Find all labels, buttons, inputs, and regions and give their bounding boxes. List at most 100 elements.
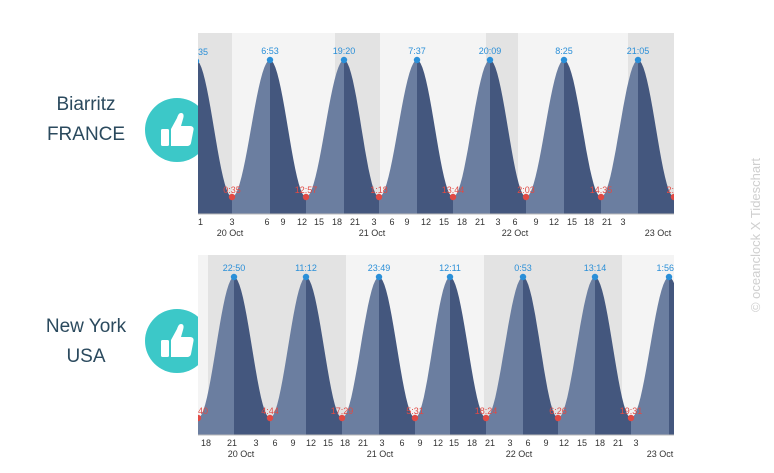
high-tide-time-label: 1:56 [656,263,674,273]
high-tide-time-label: 21:05 [627,46,650,56]
high-tide-point[interactable]: 0:53 [514,263,532,281]
low-tide-point[interactable]: 5:31 [406,406,424,422]
x-date-label: 22 Oct [506,449,533,459]
x-tick-label: 18 [457,217,467,227]
credit-text-label: © oceanclock X Tideschart [748,158,763,312]
tide-chart-svg: 40 22:50 4:44 11:12 17:29 23:49 5:31 12:11 18:24… [198,255,674,459]
x-tick-label: 21 [602,217,612,227]
high-tide-marker [486,56,494,64]
high-tide-time-label: 7:37 [408,46,426,56]
low-tide-marker [266,414,274,422]
high-tide-time-label: 6:53 [261,46,279,56]
high-tide-time-label: 19:20 [333,46,356,56]
x-tick-label: 21 [227,438,237,448]
high-tide-marker [446,273,454,281]
low-tide-point[interactable]: 13:44 [442,185,465,201]
x-date-label: 23 Oct [645,228,672,238]
low-tide-point[interactable]: 4:44 [261,406,279,422]
low-tide-point[interactable]: 1:18 [370,185,388,201]
high-tide-point[interactable]: 7:37 [408,46,426,64]
x-tick-label: 9 [290,438,295,448]
high-tide-marker [519,273,527,281]
low-tide-point[interactable]: 0:35 [223,185,241,201]
low-tide-time-label: 6:26 [549,406,567,416]
low-tide-marker [554,414,562,422]
x-date-label: 20 Oct [217,228,244,238]
x-tick-label: 3 [253,438,258,448]
low-tide-point[interactable]: 17:29 [331,406,354,422]
x-date-label: 21 Oct [367,449,394,459]
high-tide-time-label: 8:25 [555,46,573,56]
low-tide-marker [228,193,236,201]
x-tick-label: 18 [595,438,605,448]
x-tick-label: 3 [229,217,234,227]
high-tide-point[interactable]: 11:12 [295,263,317,281]
high-tide-point[interactable]: 12:11 [439,263,461,281]
low-tide-point[interactable]: 2:03 [517,185,535,201]
x-tick-label: 9 [280,217,285,227]
low-tide-marker [375,193,383,201]
tide-chart-svg: 35 0:35 6:53 12:57 19:20 1:18 7:37 13:44 20:09 2:… [198,33,674,238]
low-tide-marker [482,414,490,422]
location-name: New York [45,316,127,337]
x-tick-label: 6 [525,438,530,448]
high-tide-point[interactable]: 6:53 [261,46,279,64]
x-date-label: 22 Oct [502,228,529,238]
location-name: Biarritz [56,94,116,115]
x-tick-label: 12 [559,438,569,448]
high-tide-point[interactable]: 23:49 [368,263,391,281]
x-tick-label: 18 [332,217,342,227]
high-tide-point[interactable]: 20:09 [479,46,502,64]
x-tick-label: 3 [371,217,376,227]
low-tide-time-label: 2:03 [517,185,535,195]
high-tide-marker [413,56,421,64]
low-tide-point[interactable]: 12:57 [295,185,318,201]
high-tide-point[interactable]: 35 [198,47,208,64]
high-tide-marker [340,56,348,64]
low-tide-point[interactable]: 14:35 [590,185,613,201]
x-tick-label: 21 [198,217,203,227]
tide-falling-segment [669,277,674,435]
high-tide-marker [302,273,310,281]
high-tide-point[interactable]: 21:05 [627,46,650,64]
high-tide-point[interactable]: 1:56 [656,263,674,281]
x-tick-label: 6 [272,438,277,448]
x-tick-label: 21 [485,438,495,448]
high-tide-time-label: 11:12 [295,263,317,273]
x-tick-label: 15 [439,217,449,227]
x-tick-label: 21 [350,217,360,227]
high-tide-point[interactable]: 8:25 [555,46,573,64]
low-tide-point[interactable]: 2: [666,185,674,201]
location-country: FRANCE [46,124,126,145]
low-tide-time-label: 14:35 [590,185,613,195]
low-tide-point[interactable]: 6:26 [549,406,567,422]
x-tick-label: 3 [495,217,500,227]
low-tide-marker [411,414,419,422]
x-tick-label: 6 [399,438,404,448]
x-tick-label: 12 [421,217,431,227]
high-tide-time-label: 35 [198,47,208,57]
x-tick-label: 3 [507,438,512,448]
location-label-new-york: New York USA [16,312,156,372]
high-tide-time-label: 13:14 [584,263,607,273]
high-tide-time-label: 23:49 [368,263,391,273]
high-tide-point[interactable]: 22:50 [223,263,246,281]
x-tick-label: 9 [404,217,409,227]
x-tick-label: 6 [389,217,394,227]
location-label-biarritz: Biarritz FRANCE [16,90,156,150]
credit-text: © oceanclock X Tideschart [740,140,774,330]
x-tick-label: 21 [475,217,485,227]
high-tide-point[interactable]: 13:14 [584,263,607,281]
high-tide-point[interactable]: 19:20 [333,46,356,64]
x-tick-label: 18 [340,438,350,448]
low-tide-time-label: 2: [666,185,674,195]
low-tide-point[interactable]: 19:31 [620,406,643,422]
chart-plot-area: 35 0:35 6:53 12:57 19:20 1:18 7:37 13:44 20:09 2:… [198,33,674,214]
x-axis: 18 21 3 6 9 12 15 18 21 3 6 9 12 15 18 21 3 6 9 12 15 18 21 320… [198,434,674,459]
low-tide-point[interactable]: 40 [198,406,208,422]
x-tick-label: 6 [512,217,517,227]
x-tick-label: 18 [584,217,594,227]
low-tide-point[interactable]: 18:24 [475,406,498,422]
low-tide-time-label: 18:24 [475,406,498,416]
